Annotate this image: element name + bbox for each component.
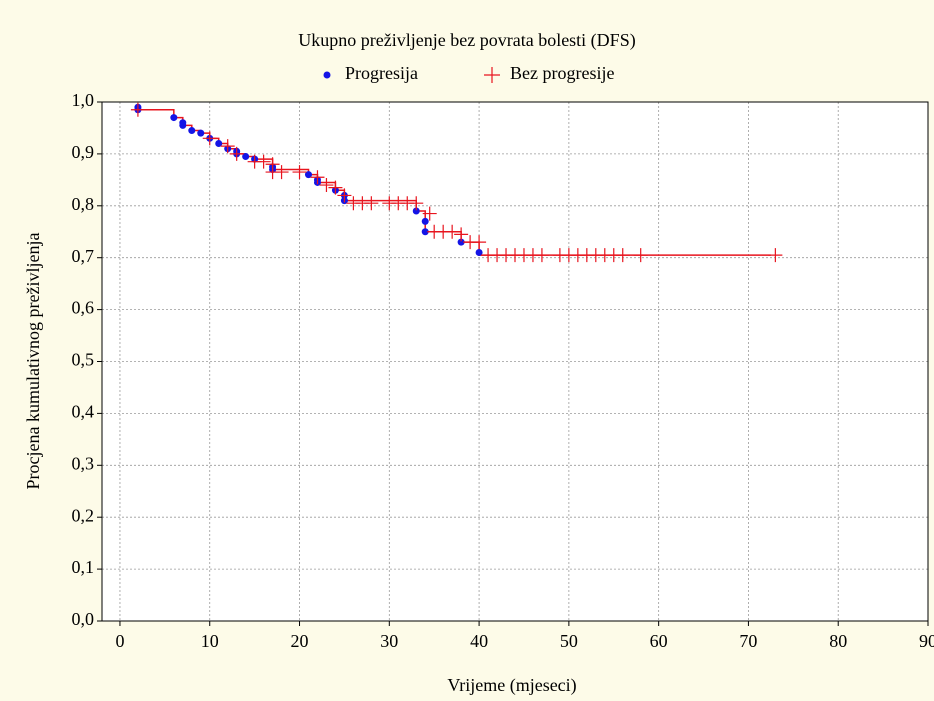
censored-mark — [472, 235, 487, 250]
y-axis-label: Procjena kumulativnog preživljenja — [23, 233, 43, 490]
censored-mark — [364, 196, 379, 211]
legend-label: Bez progresije — [510, 63, 614, 83]
y-tick-label: 0,8 — [72, 194, 95, 214]
event-point — [421, 217, 429, 225]
x-tick-label: 90 — [919, 631, 934, 651]
censored-mark — [310, 170, 325, 185]
censored-mark — [274, 165, 289, 180]
y-tick-label: 0,9 — [72, 142, 95, 162]
event-point — [215, 140, 223, 148]
censored-mark — [337, 188, 352, 203]
event-point — [421, 228, 429, 236]
censored-mark — [633, 248, 648, 263]
y-tick-label: 0,0 — [72, 609, 95, 629]
censored-mark — [615, 248, 630, 263]
x-tick-label: 0 — [115, 631, 124, 651]
y-tick-label: 1,0 — [72, 90, 95, 110]
censored-mark — [409, 196, 424, 211]
event-point — [170, 114, 178, 122]
censored-mark — [130, 102, 145, 117]
censored-mark — [292, 165, 307, 180]
censored-mark — [445, 224, 460, 239]
y-tick-label: 0,7 — [72, 246, 95, 266]
legend-marker — [484, 67, 500, 83]
chart-title: Ukupno preživljenje bez povrata bolesti … — [298, 30, 635, 51]
event-point — [412, 207, 420, 215]
x-axis-label: Vrijeme (mjeseci) — [447, 675, 576, 696]
event-point — [457, 238, 465, 246]
censored-mark — [256, 154, 271, 169]
x-tick-label: 40 — [470, 631, 488, 651]
legend-label: Progresija — [345, 63, 418, 83]
censored-mark — [454, 227, 469, 242]
event-point — [197, 129, 205, 137]
censored-mark — [534, 248, 549, 263]
x-tick-label: 10 — [201, 631, 219, 651]
y-tick-label: 0,4 — [72, 402, 95, 422]
event-point — [188, 127, 196, 135]
x-tick-label: 70 — [739, 631, 757, 651]
censored-mark — [422, 206, 437, 221]
plot-frame — [101, 101, 929, 622]
x-tick-label: 80 — [829, 631, 847, 651]
censored-mark — [202, 131, 217, 146]
legend-marker — [323, 71, 331, 79]
censored-mark — [220, 139, 235, 154]
event-point — [475, 249, 483, 257]
y-tick-label: 0,1 — [72, 557, 95, 577]
x-tick-label: 50 — [560, 631, 578, 651]
y-tick-label: 0,6 — [72, 298, 95, 318]
y-tick-label: 0,5 — [72, 350, 95, 370]
x-tick-label: 30 — [380, 631, 398, 651]
x-tick-label: 60 — [650, 631, 668, 651]
censored-mark — [319, 178, 334, 193]
x-tick-label: 20 — [291, 631, 309, 651]
y-tick-label: 0,2 — [72, 505, 95, 525]
censored-mark — [328, 180, 343, 195]
y-tick-label: 0,3 — [72, 453, 95, 473]
censored-mark — [229, 146, 244, 161]
censored-mark — [768, 248, 783, 263]
event-point — [242, 152, 250, 160]
event-point — [305, 171, 312, 179]
event-point — [179, 121, 187, 129]
